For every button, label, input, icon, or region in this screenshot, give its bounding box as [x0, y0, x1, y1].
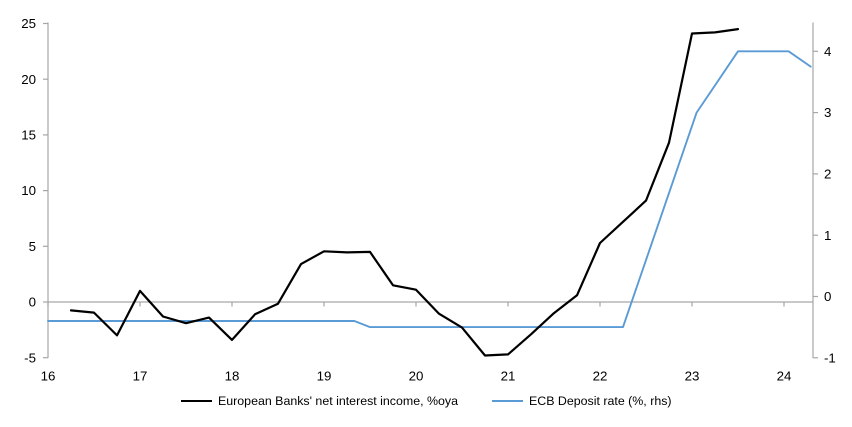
x-axis-tick-label: 18 [225, 369, 240, 384]
right-y-axis: 4 3 2 1 0 -1 [812, 22, 836, 365]
left-axis-tick-label: 15 [21, 128, 36, 143]
x-axis-tick-label: 21 [501, 369, 516, 384]
ecb-deposit-rate-line-swatch [492, 400, 523, 402]
left-axis-tick-label: 25 [21, 16, 36, 31]
x-axis-tick-label: 17 [133, 369, 148, 384]
net-interest-income-line-swatch [181, 400, 212, 402]
right-axis-tick-label: 0 [824, 289, 831, 304]
right-axis-tick-label: 3 [824, 105, 831, 120]
left-axis-tick-label: 10 [21, 183, 36, 198]
right-axis-tick-label: 2 [824, 167, 831, 182]
legend-item-ecb-deposit-rate: ECB Deposit rate (%, rhs) [492, 394, 672, 408]
ecb-deposit-rate-line [47, 50, 812, 329]
right-axis-tick-label: 1 [824, 228, 831, 243]
series-lines [47, 28, 812, 357]
x-axis-tick-label: 22 [593, 369, 608, 384]
left-axis-tick-label: 5 [29, 239, 36, 254]
left-y-axis: 25 20 15 10 5 0 -5 [21, 16, 49, 365]
left-axis-tick-label: -5 [24, 350, 36, 365]
x-axis-tick-label: 20 [409, 369, 424, 384]
right-axis-tick-label: 4 [824, 44, 831, 59]
left-axis-tick-label: 20 [21, 72, 36, 87]
x-axis: 16 17 18 19 20 21 22 23 24 [41, 302, 792, 384]
x-axis-tick-label: 19 [317, 369, 332, 384]
left-axis-tick-label: 0 [29, 295, 36, 310]
legend-label: ECB Deposit rate (%, rhs) [529, 394, 672, 408]
legend: European Banks' net interest income, %oy… [181, 394, 672, 408]
net-interest-income-line [69, 28, 740, 357]
x-axis-tick-label: 23 [685, 369, 700, 384]
legend-label: European Banks' net interest income, %oy… [218, 394, 458, 408]
x-axis-tick-label: 16 [41, 369, 56, 384]
right-axis-tick-label: -1 [824, 350, 836, 365]
x-axis-tick-label: 24 [777, 369, 792, 384]
legend-item-net-interest-income: European Banks' net interest income, %oy… [181, 394, 458, 408]
